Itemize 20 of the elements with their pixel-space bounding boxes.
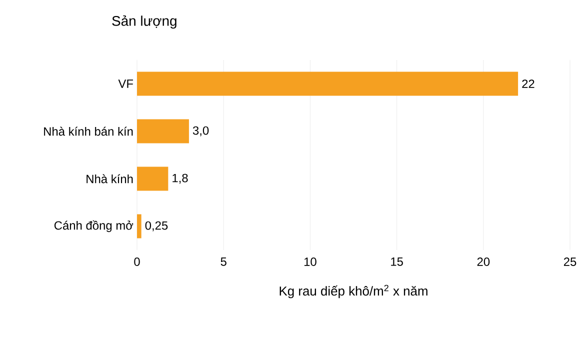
y-tick-label: Nhà kính bán kín (44, 126, 133, 136)
bar (137, 119, 189, 144)
data-label: 3,0 (192, 126, 209, 136)
x-tick-label: 20 (477, 258, 490, 266)
bar (137, 166, 168, 191)
y-tick-label: Nhà kính (86, 174, 133, 184)
x-tick-label: 0 (134, 258, 140, 266)
data-label: 0,25 (145, 221, 168, 232)
chart-title: Sản lượng (112, 15, 176, 29)
y-tick-label: Cánh đồng mở (54, 220, 134, 232)
data-label: 22 (522, 80, 534, 88)
data-label: 1,8 (172, 174, 188, 184)
bar (137, 214, 142, 238)
y-tick-label: VF (118, 80, 134, 88)
x-tick-label: 25 (564, 258, 576, 266)
x-tick-label: 15 (391, 258, 403, 266)
bar (137, 72, 518, 96)
x-tick-label: 5 (220, 258, 226, 266)
x-axis-title: Kg rau diếp khô/m$^{2}$ x năm (280, 284, 428, 298)
x-tick-label: 10 (304, 258, 316, 266)
